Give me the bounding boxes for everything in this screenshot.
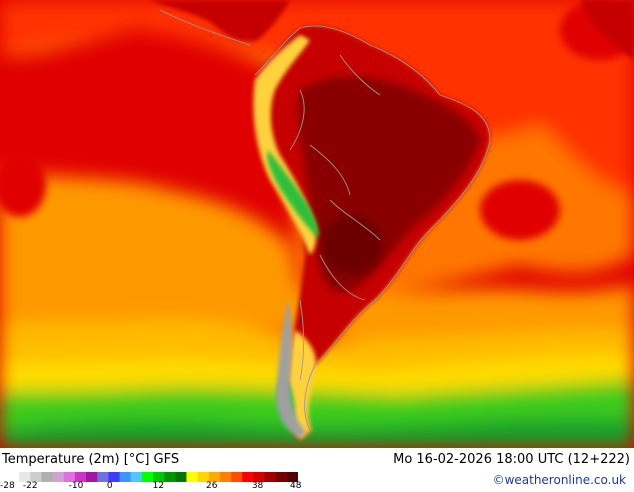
scale-swatch: [264, 472, 277, 482]
border-line: [159, 9, 251, 46]
scale-swatch: [197, 472, 210, 482]
scale-swatch: [153, 472, 165, 482]
border-line: [289, 89, 305, 151]
color-scale-ticks: -28 -22 -10 0 12 26 38 48: [0, 481, 302, 492]
scale-swatch: [119, 472, 132, 482]
map-footer: Temperature (2m) [°C] GFS Mo 16-02-2026 …: [0, 448, 634, 492]
scale-swatch: [164, 472, 176, 482]
forecast-datetime: Mo 16-02-2026 18:00 UTC (12+222): [393, 452, 630, 467]
ocean-amber-band: [0, 170, 634, 340]
scale-swatch: [130, 472, 143, 482]
temperature-map: [0, 0, 634, 448]
ocean-hot-patch: [82, 71, 158, 99]
scale-swatch: [97, 472, 109, 482]
central-america-land: [150, 0, 290, 42]
border-line: [319, 254, 366, 301]
ocean-hot-patch: [480, 180, 560, 240]
scale-swatch: [74, 472, 87, 482]
africa-coast-land: [580, 0, 634, 60]
scale-swatch: [175, 472, 187, 482]
source-credit-link[interactable]: ©weatheronline.co.uk: [492, 473, 626, 487]
andes-green-strip: [267, 150, 319, 238]
ocean-warm-band: [0, 0, 634, 195]
scale-tick-label: -10: [68, 481, 84, 491]
border-line: [299, 299, 305, 381]
border-line: [339, 54, 381, 96]
scale-swatch: [52, 472, 65, 482]
ocean-yellow-band: [0, 355, 634, 395]
scale-tick-label: 0: [106, 481, 113, 491]
scale-tick-label: -28: [0, 481, 15, 491]
border-line: [309, 144, 351, 196]
scale-swatch: [275, 472, 288, 482]
patagonia-cool-zone: [287, 330, 317, 440]
border-line: [329, 199, 381, 241]
ocean-hot-patch: [190, 101, 230, 129]
scale-tick-label: -22: [22, 481, 38, 491]
map-title: Temperature (2m) [°C] GFS: [2, 452, 180, 467]
scale-swatch: [253, 472, 265, 482]
scale-swatch: [86, 472, 98, 482]
scale-swatch: [19, 472, 31, 482]
scale-swatch: [8, 472, 20, 482]
scale-swatch: [30, 472, 42, 482]
ocean-hot-patch: [0, 153, 46, 217]
ocean-cold-band: [0, 418, 634, 448]
scale-tick-label: 26: [206, 481, 218, 491]
scale-tick-label: 38: [251, 481, 264, 491]
scale-swatch: [219, 472, 232, 482]
temperature-color-scale: [8, 472, 298, 482]
south-america-land: [150, 0, 634, 440]
land-extreme-heat-core: [322, 215, 382, 275]
scale-swatch: [231, 472, 243, 482]
scale-swatch: [141, 472, 154, 482]
coastline: [254, 25, 491, 431]
scale-swatch: [63, 472, 76, 482]
scale-tick-label: 48: [290, 481, 302, 491]
scale-swatch: [208, 472, 221, 482]
scale-swatch: [41, 472, 54, 482]
scale-swatch: [286, 472, 298, 482]
scale-swatch: [108, 472, 120, 482]
southern-andes-ice: [276, 300, 306, 438]
scale-tick-label: 12: [152, 481, 165, 491]
scale-swatch: [242, 472, 254, 482]
country-borders: [159, 9, 491, 431]
scale-swatch: [186, 472, 199, 482]
